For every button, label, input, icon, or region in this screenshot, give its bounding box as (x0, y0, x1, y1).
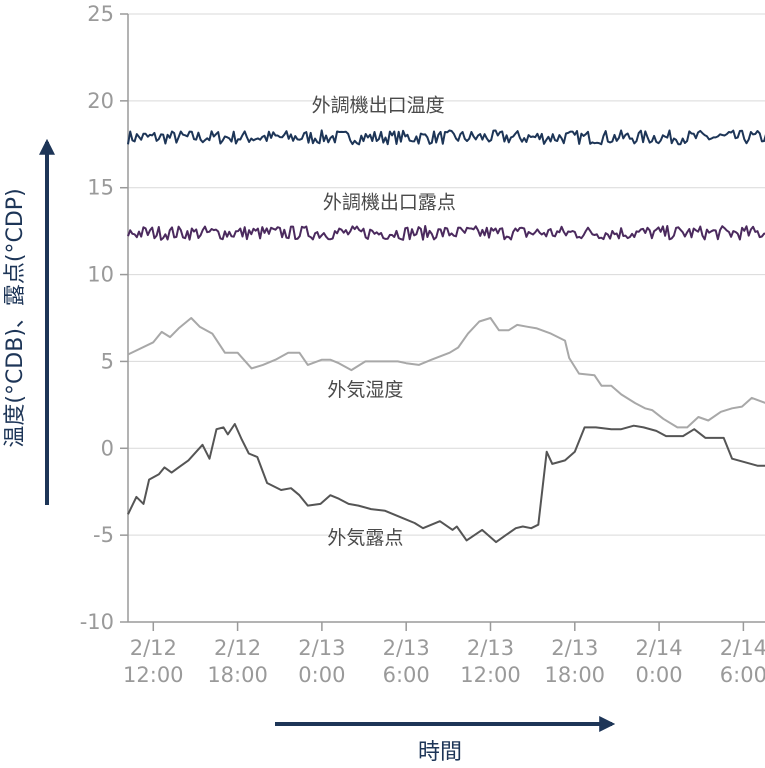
x-tick-date: 2/13 (551, 636, 598, 660)
series-annotation: 外気湿度 (327, 379, 403, 401)
x-tick-date: 2/14 (720, 636, 765, 660)
x-tick-time: 12:00 (123, 663, 184, 687)
series-line-1 (127, 129, 765, 146)
y-tick-label: -10 (80, 610, 114, 634)
series-line-2 (127, 225, 765, 241)
x-tick-date: 2/13 (298, 636, 345, 660)
series-layer (127, 129, 765, 544)
series-line-4 (127, 423, 765, 544)
y-tick-label: 20 (87, 89, 114, 113)
grid-lines (128, 13, 765, 623)
y-tick-label: 5 (101, 349, 114, 373)
x-tick-date: 2/12 (130, 636, 177, 660)
y-tick-label: 10 (87, 263, 114, 287)
y-tick-label: -5 (93, 523, 114, 547)
x-axis-title: 時間 (418, 740, 462, 765)
x-tick-date: 2/12 (214, 636, 261, 660)
y-ticks: -10 -5 0 5 10 15 20 25 (80, 2, 128, 634)
y-axis-title: 温度(°CDB)、露点(°CDP) (3, 188, 28, 447)
series-annotation: 外気露点 (327, 527, 403, 549)
x-tick-time: 0:00 (298, 663, 345, 687)
y-tick-label: 0 (101, 436, 114, 460)
x-tick-time: 18:00 (207, 663, 268, 687)
x-tick-date: 2/14 (636, 636, 683, 660)
axes (127, 14, 765, 623)
x-tick-time: 6:00 (720, 663, 765, 687)
x-ticks: 2/12 12:00 2/12 18:00 2/13 0:00 2/13 6:00 2/13 12… (123, 622, 765, 687)
x-tick-time: 18:00 (545, 663, 606, 687)
y-tick-label: 15 (87, 176, 114, 200)
series-annotation: 外調機出口温度 (312, 94, 445, 116)
x-tick-time: 6:00 (383, 663, 430, 687)
y-tick-label: 25 (87, 2, 114, 26)
x-tick-date: 2/13 (383, 636, 430, 660)
series-line-3 (127, 317, 765, 429)
x-tick-time: 12:00 (460, 663, 521, 687)
x-tick-time: 0:00 (636, 663, 683, 687)
x-tick-date: 2/13 (467, 636, 514, 660)
series-annotation: 外調機出口露点 (323, 192, 456, 214)
